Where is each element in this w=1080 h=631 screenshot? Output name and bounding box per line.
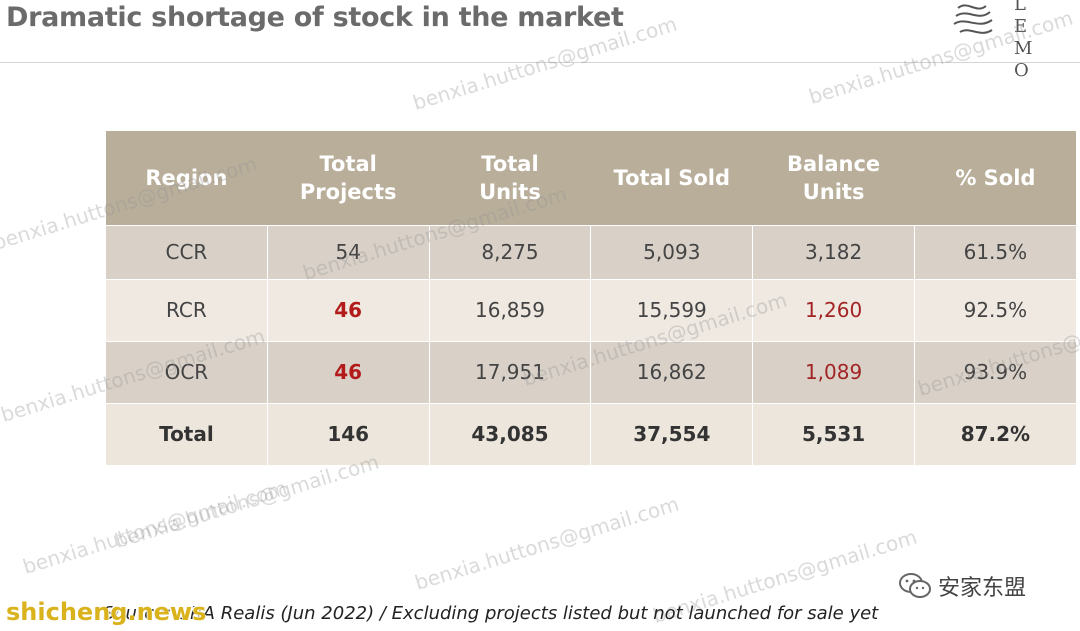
source-note: Source: URA Realis (Jun 2022) / Excludin… (103, 603, 879, 624)
wave-logo-icon (953, 4, 993, 34)
title-divider (0, 62, 1080, 63)
table-total-row: Total 146 43,085 37,554 5,531 87.2% (105, 402, 1077, 466)
table-row: CCR 54 8,275 5,093 3,182 61.5% (105, 224, 1077, 280)
cell-balance-units: 1,260 (752, 278, 915, 342)
stock-table: Region Total Projects Total Units Total So… (105, 131, 1077, 466)
cell-total-units: 16,859 (428, 278, 592, 342)
cell-total-projects: 54 (266, 224, 430, 280)
cell-percent-sold: 92.5% (913, 278, 1077, 342)
slide-title: Dramatic shortage of stock in the market (6, 2, 624, 33)
cell-total-projects: 46 (266, 340, 430, 404)
total-percent-sold: 87.2% (913, 402, 1077, 466)
header-total-sold: Total Sold (590, 131, 753, 225)
total-label: Total (105, 402, 268, 466)
cell-total-sold: 15,599 (590, 278, 754, 342)
cell-total-sold: 5,093 (590, 224, 754, 280)
email-watermark: benxia.huttons@gmail.com (412, 491, 682, 595)
table-row: OCR 46 17,951 16,862 1,089 93.9% (105, 340, 1077, 404)
wechat-icon (899, 573, 931, 598)
cell-total-sold: 16,862 (590, 340, 754, 404)
total-sold: 37,554 (590, 402, 754, 466)
cell-balance-units: 1,089 (752, 340, 915, 404)
cell-total-units: 17,951 (428, 340, 592, 404)
brand-logo: L E M O (952, 0, 1080, 81)
logo-letters: L E M O (1014, 0, 1047, 81)
header-percent-sold: % Sold (914, 131, 1077, 225)
header-balance-units: Balance Units (752, 131, 915, 225)
cell-total-projects: 46 (266, 278, 430, 342)
header-total-projects: Total Projects (267, 131, 430, 225)
cell-region: CCR (105, 224, 268, 280)
total-balance-units: 5,531 (752, 402, 915, 466)
wechat-label: 安家东盟 (938, 576, 1027, 601)
cell-percent-sold: 93.9% (913, 340, 1077, 404)
cell-percent-sold: 61.5% (913, 224, 1077, 280)
email-watermark: benxia.huttons@gmail.com (20, 475, 290, 579)
table-row: RCR 46 16,859 15,599 1,260 92.5% (105, 278, 1077, 342)
cell-region: OCR (105, 340, 268, 404)
table-header-row: Region Total Projects Total Units Total So… (105, 131, 1077, 225)
cell-region: RCR (105, 278, 268, 342)
header-total-units: Total Units (429, 131, 591, 225)
cell-balance-units: 3,182 (752, 224, 915, 280)
total-units: 43,085 (428, 402, 592, 466)
cell-total-units: 8,275 (428, 224, 592, 280)
total-projects: 146 (266, 402, 430, 466)
site-watermark: shicheng.news (6, 598, 207, 626)
wechat-badge: 安家东盟 (898, 570, 1026, 602)
header-region: Region (105, 131, 268, 225)
